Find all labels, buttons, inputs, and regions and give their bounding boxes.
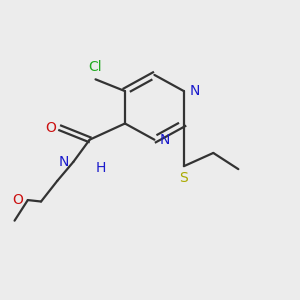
Text: Cl: Cl (89, 60, 102, 74)
Text: N: N (160, 133, 170, 147)
Text: N: N (189, 84, 200, 98)
Text: O: O (13, 193, 23, 207)
Text: S: S (179, 171, 188, 184)
Text: H: H (95, 161, 106, 175)
Text: N: N (59, 155, 69, 169)
Text: O: O (45, 121, 56, 135)
